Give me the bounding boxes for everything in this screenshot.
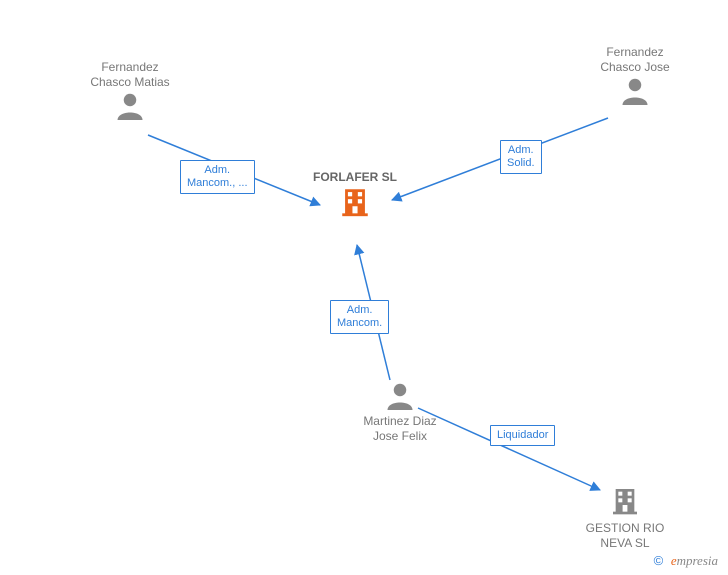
person-icon — [620, 75, 650, 105]
edge-label: Liquidador — [490, 425, 555, 446]
node-label: GESTION RIO NEVA SL — [575, 521, 675, 551]
person-icon — [385, 380, 415, 410]
edge-label: Adm. Mancom. — [330, 300, 389, 334]
node-label: Fernandez Chasco Jose — [590, 45, 680, 75]
diagram-canvas: Adm. Mancom., ... Adm. Solid. Adm. Manco… — [0, 0, 728, 575]
copyright-symbol: © — [654, 553, 664, 568]
edge-label: Adm. Mancom., ... — [180, 160, 255, 194]
node-person[interactable]: Fernandez Chasco Matias — [85, 60, 175, 124]
node-company-center[interactable]: FORLAFER SL — [310, 170, 400, 223]
watermark: © empresia — [654, 553, 718, 569]
brand-rest: mpresia — [677, 553, 718, 568]
person-icon — [115, 90, 145, 120]
node-label: Martinez Diaz Jose Felix — [355, 414, 445, 444]
node-person[interactable]: Martinez Diaz Jose Felix — [355, 380, 445, 444]
edge-line — [418, 408, 600, 490]
edge-label: Adm. Solid. — [500, 140, 542, 174]
node-label: Fernandez Chasco Matias — [85, 60, 175, 90]
building-icon — [609, 485, 641, 517]
building-icon — [338, 185, 372, 219]
node-label: FORLAFER SL — [310, 170, 400, 185]
node-company[interactable]: GESTION RIO NEVA SL — [575, 485, 675, 551]
node-person[interactable]: Fernandez Chasco Jose — [590, 45, 680, 109]
